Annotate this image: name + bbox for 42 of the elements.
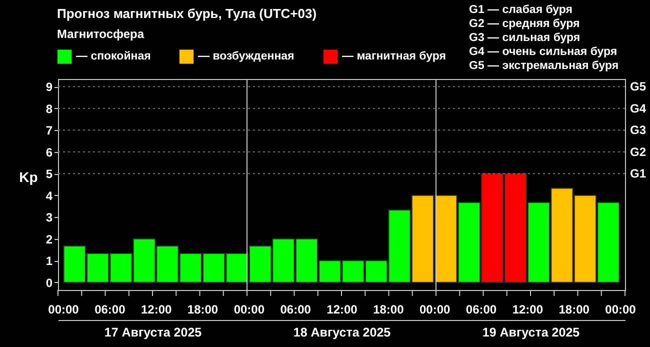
x-tick-label: 06:00 xyxy=(94,302,126,316)
x2-tick-label: 17 Августа 2025 xyxy=(104,326,202,340)
y-tick-label: 5 xyxy=(46,167,53,182)
ref-line-label: G1 xyxy=(630,166,646,181)
legend-label: — спокойная xyxy=(76,50,151,63)
x-tick-label: 18:00 xyxy=(373,302,404,316)
ref-line-label: G5 xyxy=(630,80,646,94)
x-tick-label: 06:00 xyxy=(280,302,312,316)
y-tick-label: 4 xyxy=(46,188,53,203)
y-tick-label: 8 xyxy=(46,102,53,116)
x-tick-label: 00:00 xyxy=(234,302,265,316)
x2-tick-label: 19 Августа 2025 xyxy=(482,326,580,340)
x-tick-label: 06:00 xyxy=(466,302,497,316)
x-tick-label: 18:00 xyxy=(558,302,590,316)
ref-line-label: G3 xyxy=(630,123,646,138)
ref-line-label: G4 xyxy=(630,101,646,116)
x-tick-label: 00:00 xyxy=(48,302,80,316)
x2-tick-label: 18 Августа 2025 xyxy=(293,326,391,340)
legend-label: — возбужденная xyxy=(198,50,294,63)
y-tick-label: 6 xyxy=(46,145,53,160)
y-tick-label: 3 xyxy=(46,210,53,225)
y-tick-label: 1 xyxy=(46,254,53,268)
x-tick-label: 00:00 xyxy=(605,302,636,316)
legend-title: Магнитосфера xyxy=(57,27,144,41)
text: G1 — слабая буря xyxy=(469,3,574,17)
text: G4 — очень сильная буря xyxy=(469,45,618,59)
x-tick-label: 12:00 xyxy=(512,302,544,316)
x-tick-label: 18:00 xyxy=(187,302,218,316)
legend-label: — магнитная буря xyxy=(342,50,446,63)
y-tick-label: 7 xyxy=(46,124,53,138)
y-tick-label: 0 xyxy=(46,276,53,290)
y-tick-label: 9 xyxy=(46,80,53,94)
x-tick-label: 12:00 xyxy=(326,302,358,316)
text: G5 — экстремальная буря xyxy=(469,59,619,73)
chart-title: Прогноз магнитных бурь, Тула (UTC+03) xyxy=(57,6,317,21)
y-tick-label: 2 xyxy=(46,232,53,246)
text: G2 — средняя буря xyxy=(469,17,581,31)
x-tick-label: 00:00 xyxy=(419,302,450,316)
y-axis-title: Kp xyxy=(19,169,38,185)
ref-line-label: G2 xyxy=(630,144,646,159)
x-tick-label: 12:00 xyxy=(140,302,172,316)
text: G3 — сильная буря xyxy=(469,31,582,45)
